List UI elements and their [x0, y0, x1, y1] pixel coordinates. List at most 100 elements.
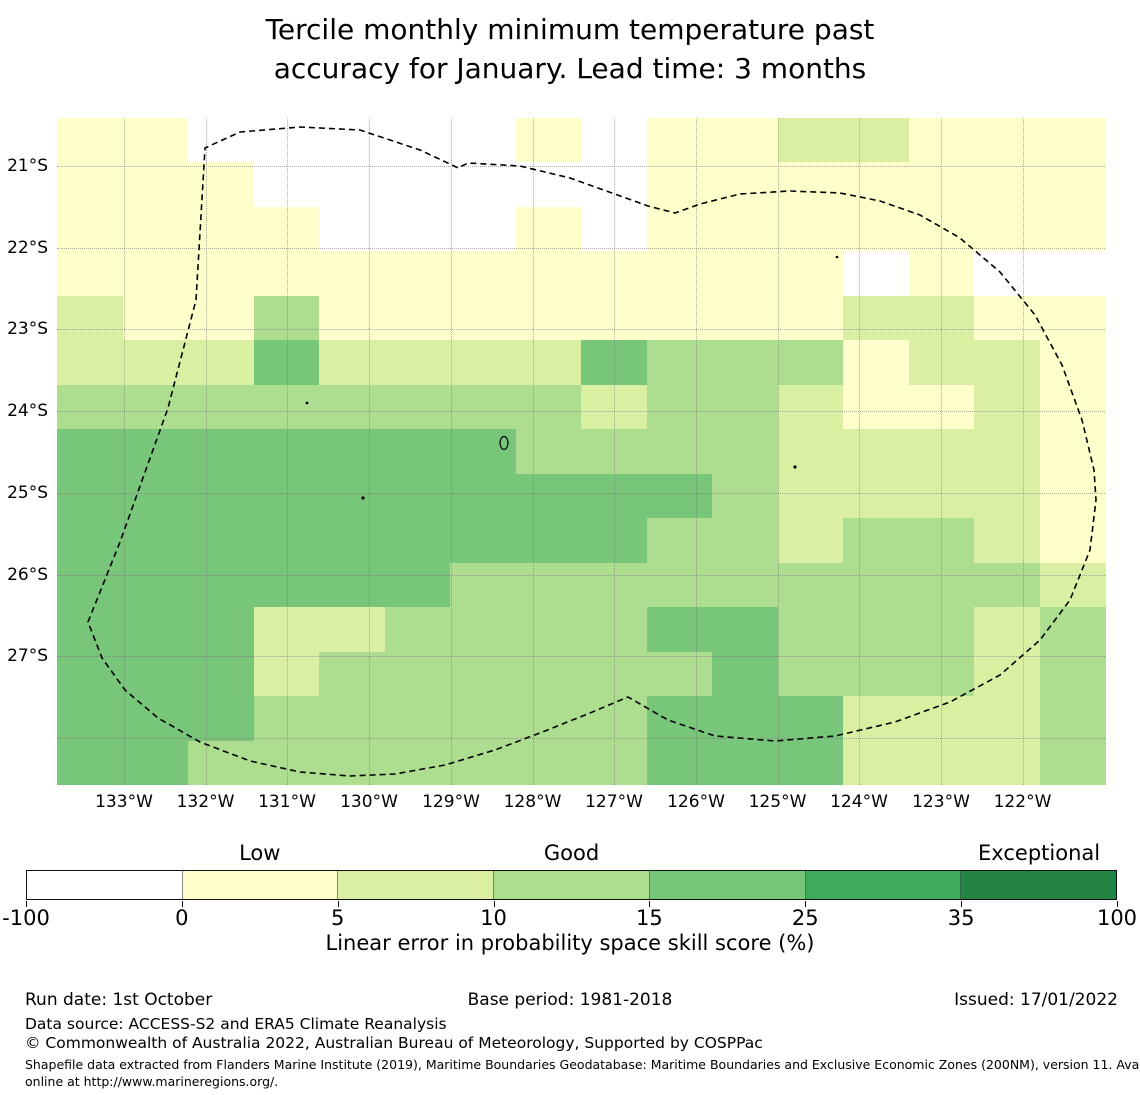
map-cell — [319, 607, 385, 653]
map-cell — [646, 118, 713, 163]
map-cell — [712, 429, 778, 475]
map-cell — [646, 607, 713, 653]
map-cell — [712, 607, 778, 653]
map-cell — [450, 162, 516, 208]
map-cell — [319, 740, 385, 786]
map-cell — [777, 251, 844, 297]
map-cell — [450, 384, 516, 430]
gridline-vertical — [369, 118, 370, 785]
colorbar-tick-mark — [961, 901, 963, 907]
colorbar-tick-label: 10 — [480, 906, 507, 930]
colorbar-tick-mark — [337, 901, 339, 907]
base-period-text: Base period: 1981-2018 — [467, 990, 673, 1010]
x-tick-label: 122°W — [993, 792, 1052, 812]
map-cell — [122, 473, 189, 519]
map-cell — [450, 740, 516, 786]
map-cell — [450, 340, 516, 386]
chart-title: Tercile monthly minimum temperature past… — [0, 10, 1140, 88]
map-cell — [319, 295, 385, 341]
map-cell — [57, 206, 123, 252]
map-cell — [57, 295, 123, 341]
map-cell — [384, 206, 451, 252]
map-cell — [188, 518, 254, 564]
map-cell — [253, 206, 320, 252]
colorbar-segment — [338, 871, 495, 899]
map-cell — [122, 429, 189, 475]
map-cell — [646, 562, 713, 608]
x-tick-label: 124°W — [830, 792, 888, 812]
map-cell — [57, 562, 123, 608]
map-cell — [1039, 118, 1106, 163]
map-cell — [712, 518, 778, 564]
gridline-horizontal — [57, 329, 1105, 330]
map-cell — [515, 473, 582, 519]
map-cell — [253, 607, 320, 653]
map-cell — [712, 206, 778, 252]
map-cell — [843, 384, 909, 430]
map-cell — [777, 740, 844, 786]
map-cell — [843, 562, 909, 608]
map-cell — [712, 162, 778, 208]
tiny-islet-dot — [835, 255, 839, 259]
map-cell — [122, 696, 189, 742]
tiny-islet-dot — [793, 465, 797, 469]
map-cell — [515, 429, 582, 475]
map-cell — [646, 740, 713, 786]
map-cell — [122, 651, 189, 697]
map-cell — [253, 518, 320, 564]
map-cell — [253, 696, 320, 742]
map-cell — [319, 651, 385, 697]
map-cell — [122, 118, 189, 163]
map-cell — [122, 607, 189, 653]
map-cell — [319, 251, 385, 297]
map-cell — [450, 562, 516, 608]
gridline-horizontal — [57, 574, 1105, 576]
map-cell — [57, 607, 123, 653]
map-cell — [777, 118, 844, 163]
gridline-vertical — [124, 118, 125, 785]
map-cell — [122, 251, 189, 297]
eez-boundary-layer — [87, 126, 1097, 777]
map-cell — [974, 562, 1040, 608]
colorbar-category-label: Good — [543, 841, 600, 865]
colorbar-tick-mark — [181, 901, 183, 907]
map-cell — [843, 473, 909, 519]
map-cell — [319, 562, 385, 608]
map-cell — [188, 295, 254, 341]
colorbar-category-label: Exceptional — [978, 841, 1101, 865]
gridline-horizontal — [57, 411, 1105, 412]
map-cell — [450, 518, 516, 564]
map-cell — [712, 473, 778, 519]
gridline-vertical — [941, 118, 942, 785]
map-cell — [1039, 651, 1106, 697]
map-cell — [515, 295, 582, 341]
map-cell — [1039, 295, 1106, 341]
map-cell — [122, 518, 189, 564]
map-cell — [646, 473, 713, 519]
map-cell — [777, 651, 844, 697]
map-cell — [515, 384, 582, 430]
issued-date-text: Issued: 17/01/2022 — [954, 990, 1118, 1010]
map-cell — [843, 340, 909, 386]
colorbar-tick-mark — [805, 901, 807, 907]
map-cell — [777, 295, 844, 341]
gridline-horizontal — [57, 166, 1105, 167]
map-cell — [1039, 562, 1106, 608]
gridline-vertical — [614, 118, 615, 785]
map-cell — [450, 118, 516, 163]
map-cell — [515, 607, 582, 653]
map-cell — [319, 118, 385, 163]
colorbar-segment — [182, 871, 339, 899]
colorbar-tick-label: -100 — [2, 906, 50, 930]
map-plot — [57, 118, 1106, 786]
map-cell — [712, 651, 778, 697]
map-cell — [843, 295, 909, 341]
gridline-horizontal — [57, 737, 1105, 739]
map-cell — [188, 384, 254, 430]
map-cell — [974, 162, 1040, 208]
map-cell — [843, 740, 909, 786]
map-cell — [57, 740, 123, 786]
map-cell — [384, 384, 451, 430]
map-cell — [57, 384, 123, 430]
